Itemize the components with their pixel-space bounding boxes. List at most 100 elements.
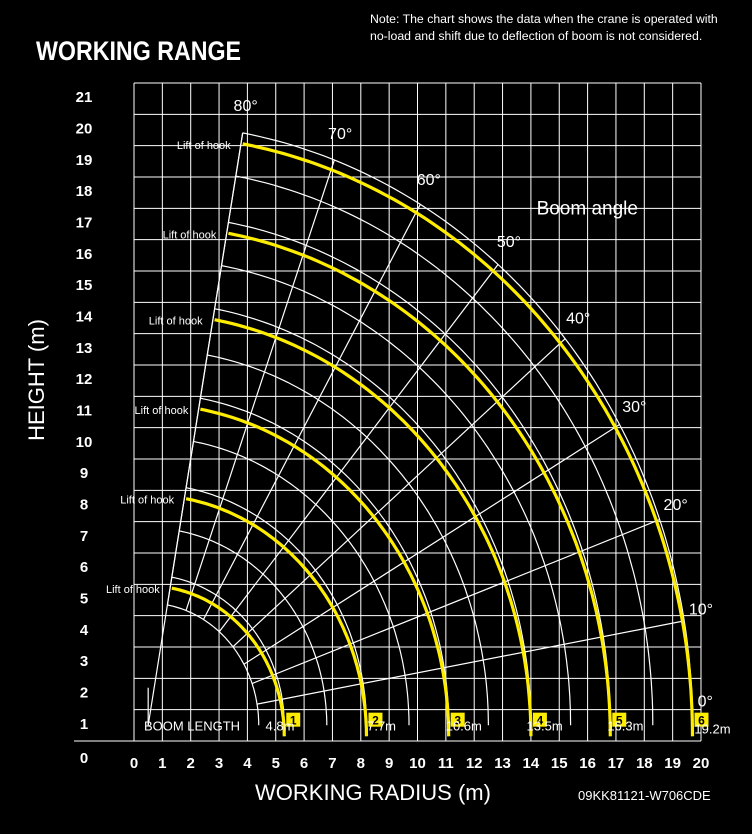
boom-angle-line <box>251 519 660 685</box>
x-tick-label: 11 <box>438 755 454 772</box>
y-tick-label: 17 <box>76 214 93 231</box>
boom-angle-label: 50° <box>497 234 521 251</box>
boom-length-value: 16.3m <box>607 718 643 733</box>
boom-angle-label: 60° <box>417 172 441 189</box>
section-badge: 6 <box>694 712 709 728</box>
y-tick-label: 6 <box>80 559 88 576</box>
x-tick-label: 19 <box>664 755 681 772</box>
lift-of-hook-curve <box>185 497 369 737</box>
x-tick-label: 2 <box>187 755 195 772</box>
grid <box>74 82 702 742</box>
section-badge-box <box>612 712 627 727</box>
x-tick-label: 12 <box>466 755 483 772</box>
x-tick-label: 5 <box>272 755 280 772</box>
boom-length-value: 10.6m <box>446 718 482 733</box>
x-tick-label: 16 <box>579 755 596 772</box>
y-tick-label: 18 <box>76 183 93 200</box>
y-tick-label: 7 <box>80 528 88 545</box>
boom-angle-label: 40° <box>566 310 590 327</box>
x-tick-label: 9 <box>385 755 393 772</box>
y-tick-label: 0 <box>80 750 88 767</box>
lift-of-hook-label: Lift of hook <box>149 316 203 328</box>
y-tick-label: 8 <box>80 496 88 513</box>
boom-length-value: 19.2m <box>694 721 730 736</box>
boom-angle-label: 80° <box>234 98 258 115</box>
x-tick-label: 3 <box>215 755 223 772</box>
section-number: 5 <box>616 714 623 728</box>
y-tick-label: 10 <box>76 434 93 451</box>
section-badge-box <box>368 712 383 727</box>
boom-length-value: 4.8m <box>266 718 295 733</box>
boom-angle-label: 0° <box>698 694 713 711</box>
section-number: 3 <box>454 714 461 728</box>
x-axis-label: WORKING RADIUS (m) <box>255 780 491 805</box>
section-number: 6 <box>698 714 705 728</box>
boom-length-label: BOOM LENGTH <box>144 718 240 733</box>
lift-of-hook-curves <box>171 142 695 737</box>
y-tick-label: 11 <box>76 402 92 419</box>
x-tick-label: 4 <box>243 755 252 772</box>
x-tick-label: 6 <box>300 755 308 772</box>
lift-of-hook-curve <box>171 586 286 737</box>
section-badge: 3 <box>450 712 465 728</box>
boom-tip-arc <box>167 604 260 726</box>
boom-tip-arc <box>171 576 285 726</box>
section-badge: 2 <box>368 712 383 728</box>
boom-envelope-line <box>147 132 244 726</box>
y-tick-label: 1 <box>80 716 88 733</box>
boom-angle-label: 10° <box>689 601 713 618</box>
drawing-code: 09KK81121-W706CDE <box>578 788 711 803</box>
section-number: 4 <box>537 714 544 728</box>
annotations: 0° 10° 20° 30° 40° 50° 60° 70° 80° Lift of hook Li… <box>106 98 731 736</box>
x-tick-label: 18 <box>636 755 653 772</box>
y-tick-label: 3 <box>80 653 88 670</box>
boom-angle-lines <box>147 132 685 726</box>
lift-of-hook-label: Lift of hook <box>120 495 174 507</box>
y-tick-label: 14 <box>76 308 93 325</box>
x-tick-label: 1 <box>158 755 166 772</box>
y-tick-label: 16 <box>76 246 93 263</box>
boom-length-value: 13.5m <box>527 718 563 733</box>
boom-angle-label: 30° <box>622 399 646 416</box>
y-tick-label: 2 <box>80 684 88 701</box>
section-number: 1 <box>290 714 297 728</box>
boom-angle-title: Boom angle <box>537 199 638 220</box>
note-line-1: Note: The chart shows the data when the … <box>370 12 718 26</box>
boom-angle-label: 70° <box>328 126 352 143</box>
chart-title: WORKING RANGE <box>36 36 241 66</box>
x-tick-label: 20 <box>693 755 710 772</box>
section-badge-box <box>694 712 709 727</box>
lift-of-hook-label: Lift of hook <box>163 229 217 241</box>
x-tick-label: 0 <box>130 755 138 772</box>
boom-angle-line <box>243 424 620 665</box>
boom-section-badges: 1 2 3 4 5 6 <box>286 712 709 728</box>
x-tick-label: 13 <box>494 755 511 772</box>
lift-of-hook-curve <box>242 142 695 737</box>
section-badge-box <box>450 712 465 727</box>
x-tick-label: 8 <box>357 755 365 772</box>
lift-of-hook-label: Lift of hook <box>135 405 189 417</box>
boom-angle-line <box>202 204 421 620</box>
lift-of-hook-label: Lift of hook <box>177 140 231 152</box>
section-badge: 1 <box>286 712 301 728</box>
y-axis-label: HEIGHT (m) <box>24 319 49 441</box>
section-number: 2 <box>372 714 379 728</box>
section-badge: 5 <box>612 712 627 728</box>
section-badge: 4 <box>532 712 547 728</box>
boom-length-value: 7.7m <box>367 718 396 733</box>
boom-angle-line <box>232 338 566 648</box>
lift-of-hook-curve <box>200 407 451 737</box>
lift-of-hook-curve <box>228 231 612 737</box>
y-tick-label: 21 <box>76 89 93 106</box>
lift-of-hook-label: Lift of hook <box>106 584 160 596</box>
x-tick-label: 17 <box>608 755 625 772</box>
note-line-2: no-load and shift due to deflection of b… <box>370 29 702 43</box>
boom-angle-line <box>185 159 335 611</box>
boom-angle-line <box>218 264 499 633</box>
x-tick-label: 14 <box>523 755 540 772</box>
section-badge-box <box>286 712 301 727</box>
boom-angle-label: 20° <box>664 497 688 514</box>
y-tick-label: 5 <box>80 590 88 607</box>
